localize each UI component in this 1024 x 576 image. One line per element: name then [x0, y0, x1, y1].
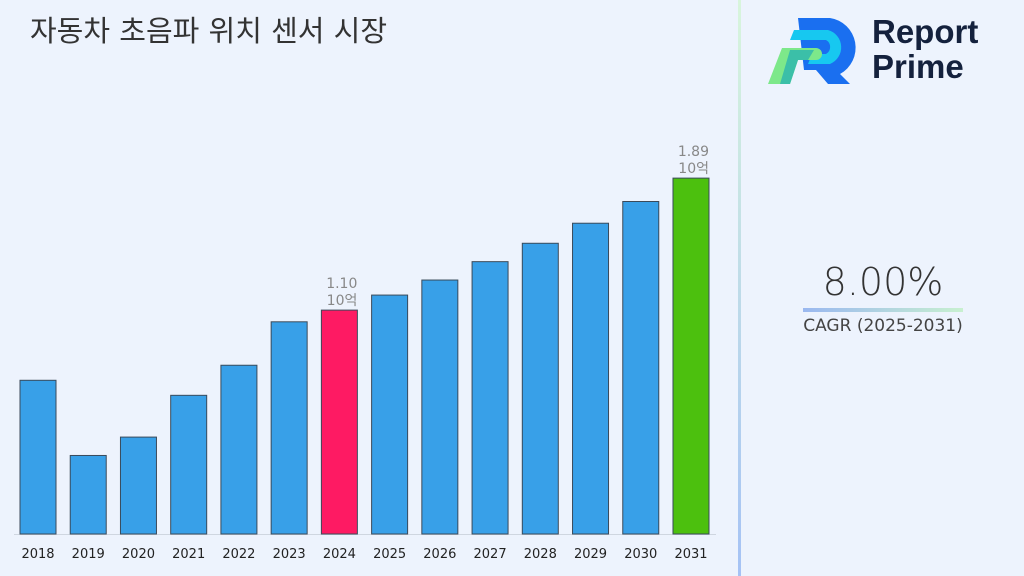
data-label-unit: 10억 [327, 293, 358, 309]
x-tick-label: 2027 [474, 547, 507, 562]
bar-2030 [622, 201, 660, 535]
divider [738, 0, 741, 576]
x-tick-label: 2026 [423, 547, 456, 562]
logo-line1: Report [872, 13, 979, 50]
bar-2024 [320, 309, 358, 535]
data-label-value: 1.89 [678, 144, 709, 160]
bar-2026 [421, 279, 459, 535]
chart-title: 자동차 초음파 위치 센서 시장 [30, 14, 388, 48]
bar-2021 [170, 394, 208, 535]
x-tick-label: 2018 [21, 547, 54, 562]
bar-2018 [19, 379, 57, 535]
logo-line2: Prime [872, 48, 964, 85]
bar-2019 [69, 454, 107, 535]
x-tick-label: 2031 [674, 547, 707, 562]
x-tick-label: 2025 [373, 547, 406, 562]
bar-2022 [220, 364, 258, 535]
bar-2031 [672, 177, 710, 535]
cagr-underline [803, 308, 963, 312]
x-tick-label: 2028 [524, 547, 557, 562]
bar-2027 [471, 261, 509, 535]
data-label-value: 1.10 [326, 276, 357, 292]
bar-2025 [371, 294, 409, 535]
x-tick-label: 2029 [574, 547, 607, 562]
cagr-value: 8.00% [822, 260, 944, 304]
bar-2029 [572, 222, 610, 535]
bar-2020 [119, 436, 157, 535]
x-tick-label: 2024 [323, 547, 356, 562]
cagr-label: CAGR (2025-2031) [803, 316, 963, 336]
data-label-unit: 10억 [678, 161, 709, 177]
report-prime-logo-icon [768, 18, 856, 84]
x-tick-label: 2023 [273, 547, 306, 562]
x-tick-label: 2020 [122, 547, 155, 562]
bar-2023 [270, 321, 308, 535]
bar-2028 [521, 242, 559, 535]
x-tick-label: 2022 [222, 547, 255, 562]
x-tick-label: 2030 [624, 547, 657, 562]
x-tick-label: 2021 [172, 547, 205, 562]
logo-text: Report Prime [872, 14, 978, 84]
x-tick-label: 2019 [72, 547, 105, 562]
